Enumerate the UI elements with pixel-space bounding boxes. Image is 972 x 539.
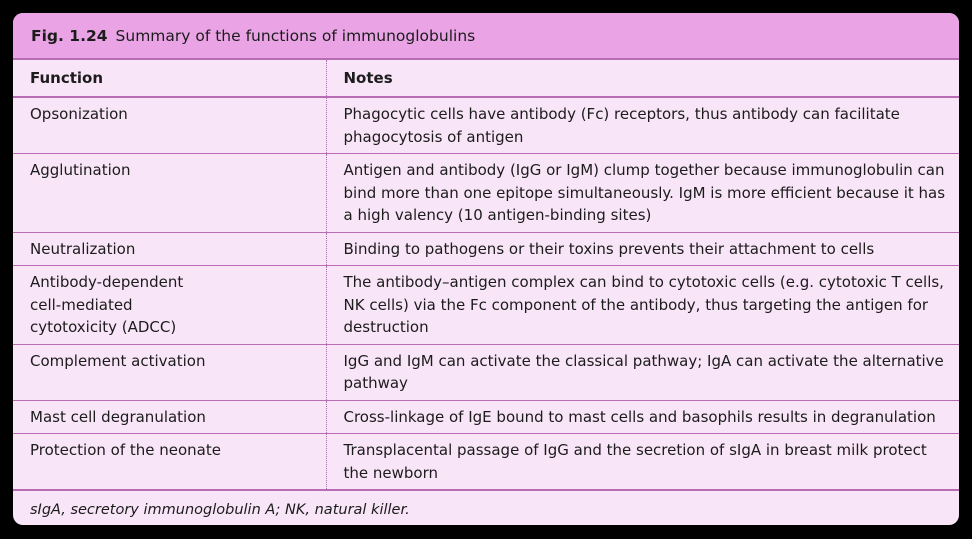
table-row: Mast cell degranulation Cross-linkage of… xyxy=(13,400,959,434)
figure-label: Fig. 1.24 xyxy=(31,26,108,45)
table-row: Neutralization Binding to pathogens or t… xyxy=(13,232,959,266)
function-cell: Complement activation xyxy=(13,344,326,401)
header-notes: Notes xyxy=(325,60,959,98)
figure-panel: Fig. 1.24 Summary of the functions of im… xyxy=(13,13,959,525)
table-header-row: Function Notes xyxy=(13,60,959,98)
function-cell: Neutralization xyxy=(13,232,326,266)
notes-cell: The antibody–antigen complex can bind to… xyxy=(325,265,959,345)
table-row: Complement activation IgG and IgM can ac… xyxy=(13,344,959,401)
header-function: Function xyxy=(13,60,326,98)
function-cell: Agglutination xyxy=(13,153,326,233)
table-row: Antibody-dependent cell-mediated cytotoxic… xyxy=(13,265,959,345)
function-cell: Protection of the neonate xyxy=(13,433,326,491)
table-row: Agglutination Antigen and antibody (IgG … xyxy=(13,153,959,233)
figure-title-bar: Fig. 1.24 Summary of the functions of im… xyxy=(13,13,959,60)
table-footnote: sIgA, secretory immunoglobulin A; NK, na… xyxy=(30,502,410,518)
notes-cell: Cross-linkage of IgE bound to mast cells… xyxy=(325,400,959,434)
figure-title: Summary of the functions of immunoglobul… xyxy=(115,26,476,45)
function-cell: Opsonization xyxy=(13,97,326,154)
notes-cell: IgG and IgM can activate the classical p… xyxy=(325,344,959,401)
notes-cell: Phagocytic cells have antibody (Fc) rece… xyxy=(325,97,959,154)
function-cell: Antibody-dependent cell-mediated cytotoxic… xyxy=(13,265,326,345)
notes-cell: Transplacental passage of IgG and the se… xyxy=(325,433,959,491)
functions-table: Function Notes Opsonization Phagocytic c… xyxy=(13,60,959,491)
table-row: Protection of the neonate Transplacental… xyxy=(13,433,959,491)
table-row: Opsonization Phagocytic cells have antib… xyxy=(13,97,959,154)
notes-cell: Binding to pathogens or their toxins pre… xyxy=(325,232,959,266)
function-cell: Mast cell degranulation xyxy=(13,400,326,434)
notes-cell: Antigen and antibody (IgG or IgM) clump … xyxy=(325,153,959,233)
